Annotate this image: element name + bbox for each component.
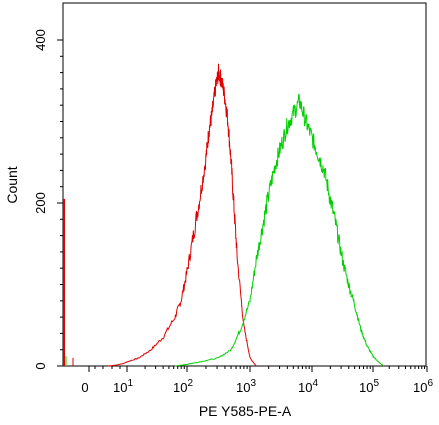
y-tick-label: 400 [33,29,48,51]
series-line-1 [174,93,385,367]
y-tick-label: 200 [33,192,48,214]
x-tick-label: 101 [113,378,133,395]
x-tick-label: 0 [81,380,88,395]
x-tick-label: 105 [359,378,379,395]
x-tick-label: 104 [298,378,318,395]
x-tick-label: 103 [236,378,256,395]
y-axis: 0 200 400 [33,29,63,370]
y-tick-label: 0 [33,362,48,369]
x-tick-label: 102 [173,378,193,395]
series-line-0 [107,63,257,367]
plot-frame [62,2,427,367]
x-axis: 0 101 102 103 104 105 106 [81,366,433,395]
x-tick-label: 106 [413,378,433,395]
x-axis-title: PE Y585-PE-A [199,403,292,419]
y-axis-title: Count [4,166,20,203]
series-layer [63,63,385,367]
